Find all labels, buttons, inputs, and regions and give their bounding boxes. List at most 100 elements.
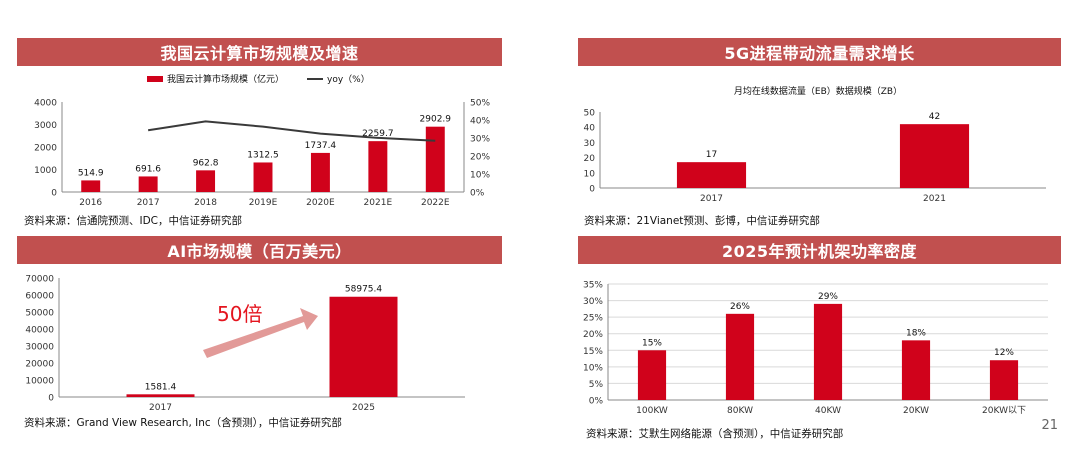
y2-tick-label: 10%	[470, 171, 490, 181]
y-tick-label: 20	[584, 154, 596, 164]
data-label: 2259.7	[362, 129, 394, 139]
rack-source: 资料来源：艾默生网络能源（含预测），中信证券研究部	[586, 428, 844, 440]
y2-tick-label: 20%	[470, 153, 490, 163]
chart-subtitle: 月均在线数据流量（EB）数据规模（ZB）	[734, 85, 902, 97]
x-tick-label: 2016	[79, 198, 102, 208]
data-label: 18%	[906, 328, 926, 338]
x-tick-label: 2017	[137, 198, 160, 208]
y-tick-label: 0	[51, 189, 57, 199]
data-label: 514.9	[78, 168, 104, 178]
bar	[253, 162, 273, 192]
data-label: 17	[706, 150, 717, 160]
x-tick-label: 2018	[194, 198, 217, 208]
g5-chart-title: 5G进程带动流量需求增长	[578, 38, 1061, 66]
x-tick-label: 80KW	[727, 406, 753, 416]
y-tick-label: 30%	[583, 297, 603, 307]
x-tick-label: 2021	[923, 194, 946, 204]
y-tick-label: 1000	[34, 166, 57, 176]
page-number: 21	[1041, 418, 1058, 433]
x-tick-label: 2017	[700, 194, 723, 204]
y2-tick-label: 0%	[470, 189, 485, 199]
data-label: 1581.4	[145, 382, 177, 392]
rack-chart-title: 2025年预计机架功率密度	[578, 236, 1061, 264]
legend-bar-label: 我国云计算市场规模（亿元）	[167, 73, 284, 85]
bar	[813, 303, 843, 400]
data-label: 15%	[642, 338, 662, 348]
y-tick-label: 20%	[583, 330, 603, 340]
bar	[368, 141, 388, 192]
y-tick-label: 40	[584, 124, 596, 134]
bar	[899, 124, 970, 188]
data-label: 29%	[818, 292, 838, 302]
data-label: 691.6	[135, 164, 161, 174]
y2-tick-label: 50%	[470, 99, 490, 109]
y-tick-label: 25%	[583, 314, 603, 324]
data-label: 2902.9	[420, 115, 452, 125]
cloud-chart: 0 1000 2000 3000 4000 514.9 2016 691.6 2017 962.8…	[34, 73, 490, 208]
arrow-shape	[203, 308, 318, 358]
y-tick-label: 2000	[34, 144, 57, 154]
bar	[81, 180, 101, 192]
y-tick-label: 30	[584, 139, 596, 149]
y-tick-label: 10000	[25, 377, 54, 387]
x-tick-label: 2025	[352, 403, 375, 413]
y-tick-label: 0	[48, 394, 54, 404]
bar	[329, 296, 398, 397]
bar	[196, 170, 216, 192]
x-tick-label: 2017	[149, 403, 172, 413]
y-tick-label: 70000	[25, 275, 54, 285]
bar	[989, 360, 1019, 400]
y-tick-label: 50	[584, 109, 596, 119]
bar	[138, 176, 158, 192]
bar	[126, 394, 195, 397]
y-tick-label: 5%	[589, 380, 604, 390]
data-label: 12%	[994, 348, 1014, 358]
data-label: 1737.4	[305, 141, 337, 151]
legend-line-label: yoy（%）	[327, 74, 370, 85]
x-tick-label: 2022E	[421, 198, 450, 208]
data-label: 42	[929, 112, 940, 122]
legend-bar-swatch	[147, 76, 163, 82]
data-label: 58975.4	[345, 285, 382, 295]
x-tick-label: 40KW	[815, 406, 841, 416]
y-tick-label: 4000	[34, 99, 57, 109]
g5-chart: 0 10 20 30 40 50 17 2017 42 2021 月均在线数据流量（EB）数据规模（…	[584, 85, 1046, 204]
y-tick-label: 3000	[34, 121, 57, 131]
bar	[725, 313, 755, 400]
cloud-source: 资料来源：信通院预测、IDC，中信证券研究部	[24, 215, 243, 227]
x-tick-label: 2021E	[364, 198, 393, 208]
growth-annotation: 50倍	[217, 302, 262, 326]
x-tick-label: 2019E	[249, 198, 278, 208]
yoy-line	[147, 120, 436, 142]
y-tick-label: 40000	[25, 326, 54, 336]
data-label: 962.8	[193, 158, 219, 168]
x-tick-label: 20KW	[903, 406, 929, 416]
y-tick-label: 60000	[25, 292, 54, 302]
data-label: 26%	[730, 302, 750, 312]
rack-chart: 0% 5% 10% 15% 20% 25% 30% 35% 15% 100KW 26% 80KW 29%…	[583, 281, 1048, 416]
bar	[901, 340, 931, 400]
data-label: 1312.5	[247, 150, 279, 160]
x-tick-label: 20KW以下	[982, 406, 1026, 416]
g5-source: 资料来源：21Vianet预测、彭博，中信证券研究部	[584, 215, 820, 227]
y-tick-label: 10	[584, 169, 596, 179]
ai-chart-title: AI市场规模（百万美元）	[17, 236, 502, 264]
x-tick-label: 100KW	[636, 406, 668, 416]
bar	[425, 126, 445, 192]
growth-arrow	[203, 308, 318, 358]
y-tick-label: 10%	[583, 363, 603, 373]
y-tick-label: 15%	[583, 347, 603, 357]
y-tick-label: 0	[589, 185, 595, 195]
y-tick-label: 35%	[583, 281, 603, 291]
y-tick-label: 30000	[25, 343, 54, 353]
bar	[637, 350, 667, 400]
bar	[676, 162, 747, 188]
y-tick-label: 50000	[25, 309, 54, 319]
bar	[310, 152, 330, 192]
y2-tick-label: 30%	[470, 135, 490, 145]
ai-chart: 0 10000 20000 30000 40000 50000 60000 70000 1581…	[25, 275, 465, 413]
y-tick-label: 0%	[589, 397, 604, 407]
y-tick-label: 20000	[25, 360, 54, 370]
x-tick-label: 2020E	[306, 198, 335, 208]
ai-source: 资料来源：Grand View Research, Inc（含预测），中信证券研…	[24, 417, 342, 429]
